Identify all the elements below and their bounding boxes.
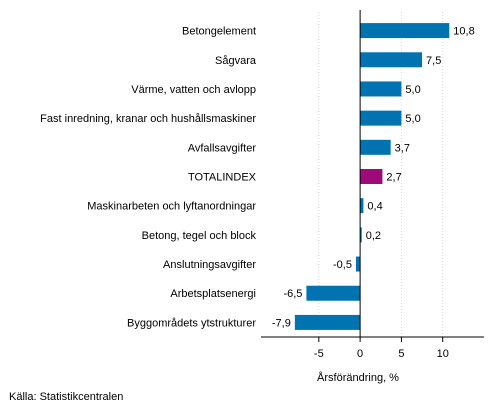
- value-label: 3,7: [395, 142, 410, 154]
- source-note: Källa: Statistikcentralen: [9, 391, 124, 403]
- bar: [294, 314, 361, 330]
- bar: [360, 139, 391, 155]
- value-labels: 10,8 7,5 5,0 5,0 3,7 2,7 0,4 0,2 -0,5 -6,5 -7,9: [272, 26, 475, 330]
- bar: [360, 169, 383, 184]
- category-label: Arbetsplatsenergi: [170, 288, 256, 300]
- bar: [360, 110, 402, 126]
- value-label: 10,8: [453, 26, 474, 38]
- bars: [294, 23, 450, 330]
- x-tick-label: 5: [398, 348, 404, 360]
- category-label: Betongelement: [182, 26, 256, 38]
- value-label: 5,0: [405, 84, 420, 96]
- x-tick-label: 0: [357, 348, 363, 360]
- value-label: 2,7: [386, 172, 401, 184]
- category-label: Värme, vatten och avlopp: [131, 84, 256, 96]
- x-tick-label: 10: [437, 348, 449, 360]
- category-label: Sågvara: [215, 55, 257, 67]
- bar: [355, 256, 361, 272]
- category-label: TOTALINDEX: [188, 172, 257, 184]
- bar: [360, 198, 364, 214]
- category-label: Avfallsavgifter: [188, 142, 257, 154]
- value-label: 5,0: [405, 113, 420, 125]
- category-label: Byggområdets ytstrukturer: [127, 317, 256, 329]
- value-label: 0,4: [367, 201, 382, 213]
- bar: [360, 52, 423, 68]
- value-label: -7,9: [272, 317, 291, 329]
- x-axis: -5 0 5 10: [261, 336, 484, 360]
- value-label: -0,5: [333, 259, 352, 271]
- bar: [306, 285, 361, 301]
- value-label: -6,5: [283, 288, 302, 300]
- x-tick-label: -5: [314, 348, 324, 360]
- category-label: Betong, tegel och block: [142, 230, 257, 242]
- bar: [360, 81, 402, 97]
- value-label: 7,5: [426, 55, 441, 67]
- bar: [360, 227, 362, 243]
- category-label: Fast inredning, kranar och hushållsmaski…: [40, 113, 256, 125]
- category-label: Maskinarbeten och lyftanordningar: [87, 201, 256, 213]
- value-label: 0,2: [366, 230, 381, 242]
- bar: [360, 23, 450, 39]
- x-axis-label: Årsförändring, %: [317, 371, 399, 384]
- category-label: Anslutningsavgifter: [163, 259, 256, 271]
- category-labels: Betongelement Sågvara Värme, vatten och av…: [40, 26, 257, 330]
